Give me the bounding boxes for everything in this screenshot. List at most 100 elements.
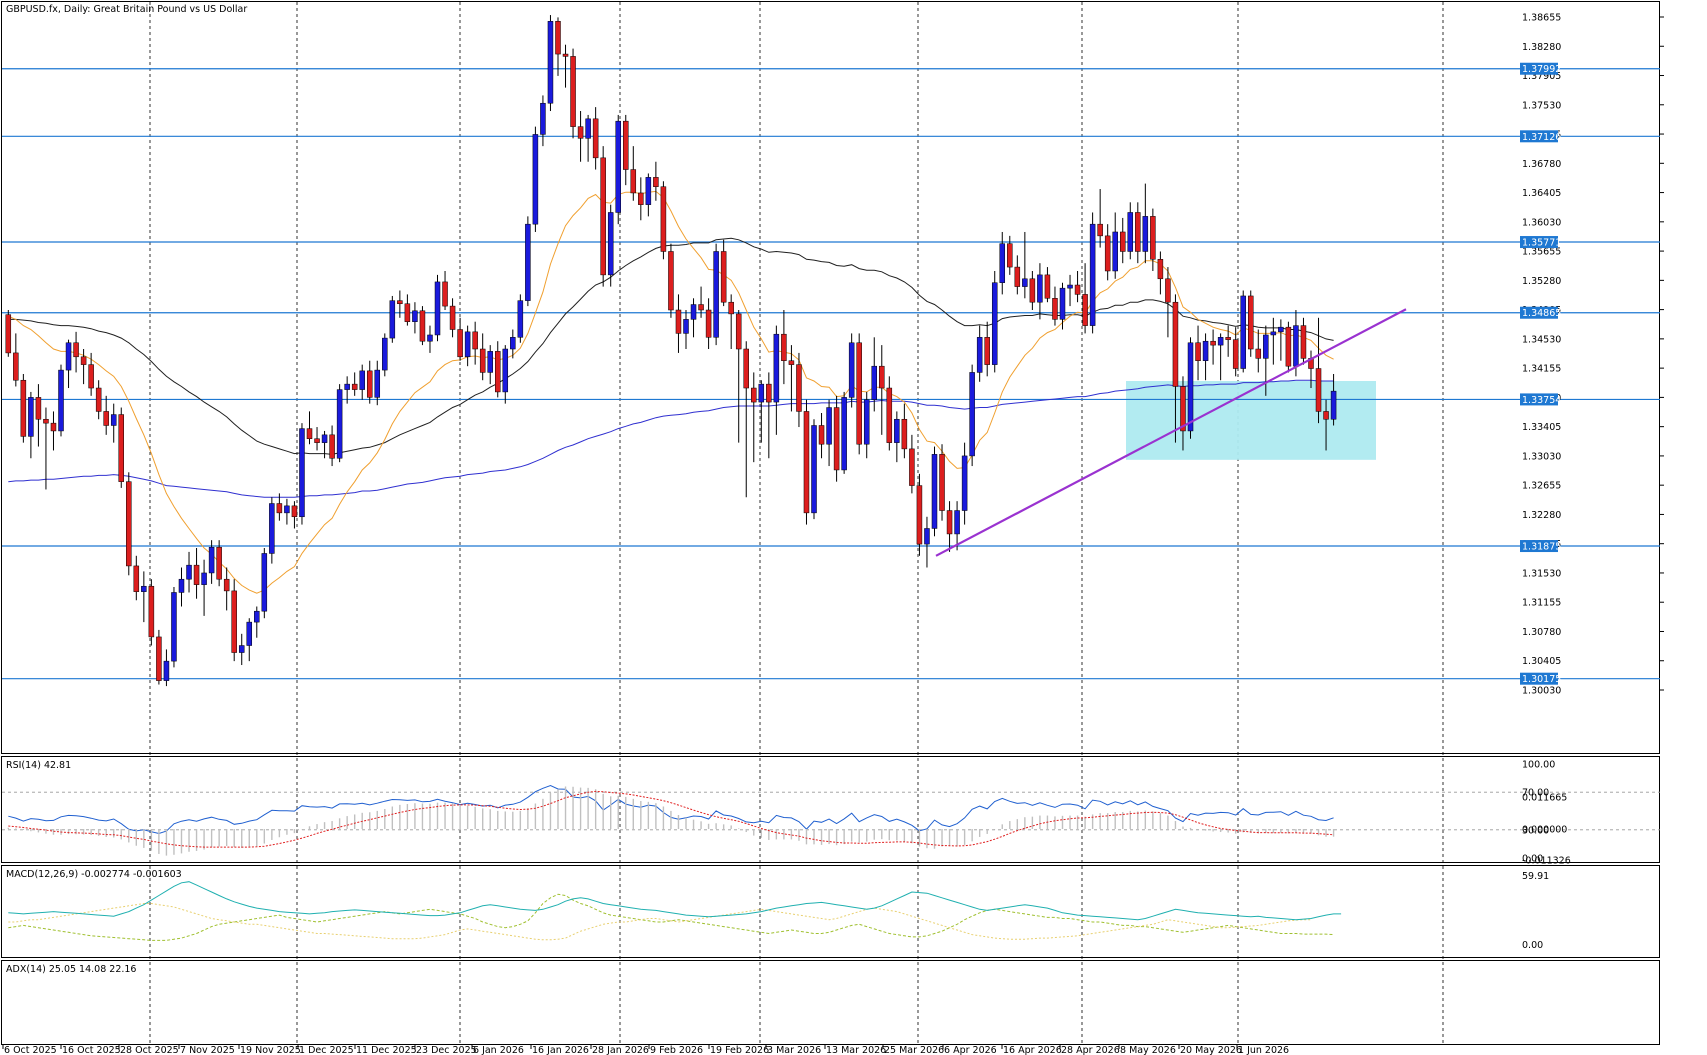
price-tick-label: 1.32280: [1522, 510, 1561, 521]
ma-fast-line: [8, 190, 1334, 594]
candle-bull: [344, 383, 350, 390]
candle-bull: [1142, 216, 1149, 252]
price-tick-label: 1.34530: [1522, 334, 1561, 345]
candle-bear: [495, 351, 501, 393]
candle-bear: [720, 251, 727, 303]
candle-bear: [1323, 411, 1329, 420]
candle-bear: [73, 342, 79, 358]
macd-series: 0.011665 0.000000 -0.011326: [7, 786, 1571, 867]
candle-bull: [382, 337, 388, 371]
candle-bull: [894, 418, 900, 443]
candle-bear: [216, 546, 222, 580]
candle-bull: [321, 434, 328, 443]
candle-bull: [773, 333, 780, 403]
price-tick-label: 1.35655: [1522, 247, 1561, 258]
date-tick-label: 1 Dec 2025: [299, 1045, 354, 1055]
date-tick-label: 28 Apr 2026: [1061, 1045, 1120, 1055]
candle-bull: [961, 455, 968, 511]
candle-bear: [291, 505, 298, 518]
level-label-bg: [1520, 672, 1558, 685]
candle-bear: [555, 21, 561, 55]
candle-bear: [1225, 337, 1231, 340]
level-label: 1.30175: [1522, 674, 1561, 685]
adx-series: 59.91 0.00: [8, 871, 1549, 951]
candle-bear: [479, 348, 486, 373]
candle-bull: [517, 300, 524, 338]
adx-title: ADX(14) 25.05 14.08 22.16: [6, 964, 136, 975]
candle-bear: [879, 365, 885, 389]
candle-bear: [653, 177, 659, 187]
rsi-tick-label: 0.00: [1522, 854, 1543, 865]
date-tick-label: 28 Jan 2026: [592, 1045, 649, 1055]
date-tick-label: 13 Mar 2026: [826, 1045, 886, 1055]
candle-bull: [532, 134, 539, 225]
trendline: [935, 308, 1407, 557]
candle-bear: [796, 364, 802, 412]
candle-bear: [148, 585, 155, 638]
candle-bear: [223, 578, 230, 592]
date-tick-label: 6 Jan 2026: [473, 1045, 524, 1055]
candle-bull: [1127, 212, 1134, 252]
horizontal-levels: [2, 68, 1660, 680]
candle-bear: [916, 485, 923, 545]
candle-bear: [743, 348, 749, 389]
candle-bull: [412, 310, 418, 322]
candle-bull: [510, 337, 516, 350]
trendline-line: [935, 308, 1407, 557]
price-tick-label: 1.36780: [1522, 159, 1561, 170]
date-tick-label: 6 Apr 2026: [944, 1045, 997, 1055]
candle-bull: [1330, 390, 1337, 420]
candle-bear: [766, 383, 772, 403]
adx-tick-label: 59.91: [1522, 871, 1549, 882]
level-label-bg: [1520, 306, 1558, 319]
candle-bull: [28, 397, 34, 437]
candle-bull: [931, 454, 938, 529]
candle-bull: [389, 300, 396, 339]
candle-bull: [374, 369, 381, 398]
rsi-tick-label: 70.00: [1522, 788, 1549, 799]
candle-bear: [95, 387, 102, 412]
price-tick-label: 1.37530: [1522, 100, 1561, 111]
adx-tick-label: 0.00: [1522, 940, 1543, 951]
adx-plus-di-line: [8, 893, 1334, 941]
macd-panel: [1, 865, 1660, 958]
candle-bear: [1007, 243, 1013, 268]
candle-bull: [58, 369, 64, 432]
macd-signal-line: [8, 790, 1334, 848]
candle-bear: [1300, 325, 1307, 359]
candle-bear: [103, 411, 109, 426]
candle-bull: [547, 21, 554, 104]
candle-bear: [314, 438, 320, 443]
candlesticks: [5, 15, 1337, 687]
date-tick-label: 16 Jan 2026: [532, 1045, 589, 1055]
candle-bear: [1255, 348, 1262, 359]
candle-bull: [1037, 274, 1043, 303]
candle-bull: [1187, 342, 1194, 432]
candle-bear: [675, 309, 682, 334]
candle-bull: [1293, 325, 1299, 367]
candle-bear: [856, 342, 862, 445]
price-tick-label: 1.33405: [1522, 422, 1561, 433]
level-label-bg: [1520, 236, 1558, 249]
rsi-tick-label: 100.00: [1522, 760, 1555, 771]
candle-bull: [615, 120, 621, 213]
candle-bear: [1044, 274, 1051, 299]
candle-bear: [329, 434, 335, 459]
candle-bear: [276, 503, 283, 514]
candle-bull: [178, 578, 185, 593]
candle-bear: [728, 301, 734, 315]
candle-bull: [758, 383, 765, 403]
candle-bull: [585, 118, 591, 139]
adx-minus-di-line: [8, 903, 1311, 941]
candle-bear: [5, 314, 12, 354]
candle-bull: [434, 281, 441, 336]
date-tick-label: 8 May 2026: [1120, 1045, 1176, 1055]
date-tick-label: 28 Oct 2025: [120, 1045, 179, 1055]
candle-bear: [638, 192, 644, 205]
candle-bear: [1315, 368, 1322, 412]
candle-bear: [35, 397, 42, 420]
date-tick-label: 7 Nov 2025: [180, 1045, 235, 1055]
candle-bear: [156, 636, 162, 681]
candle-bull: [1022, 278, 1028, 287]
